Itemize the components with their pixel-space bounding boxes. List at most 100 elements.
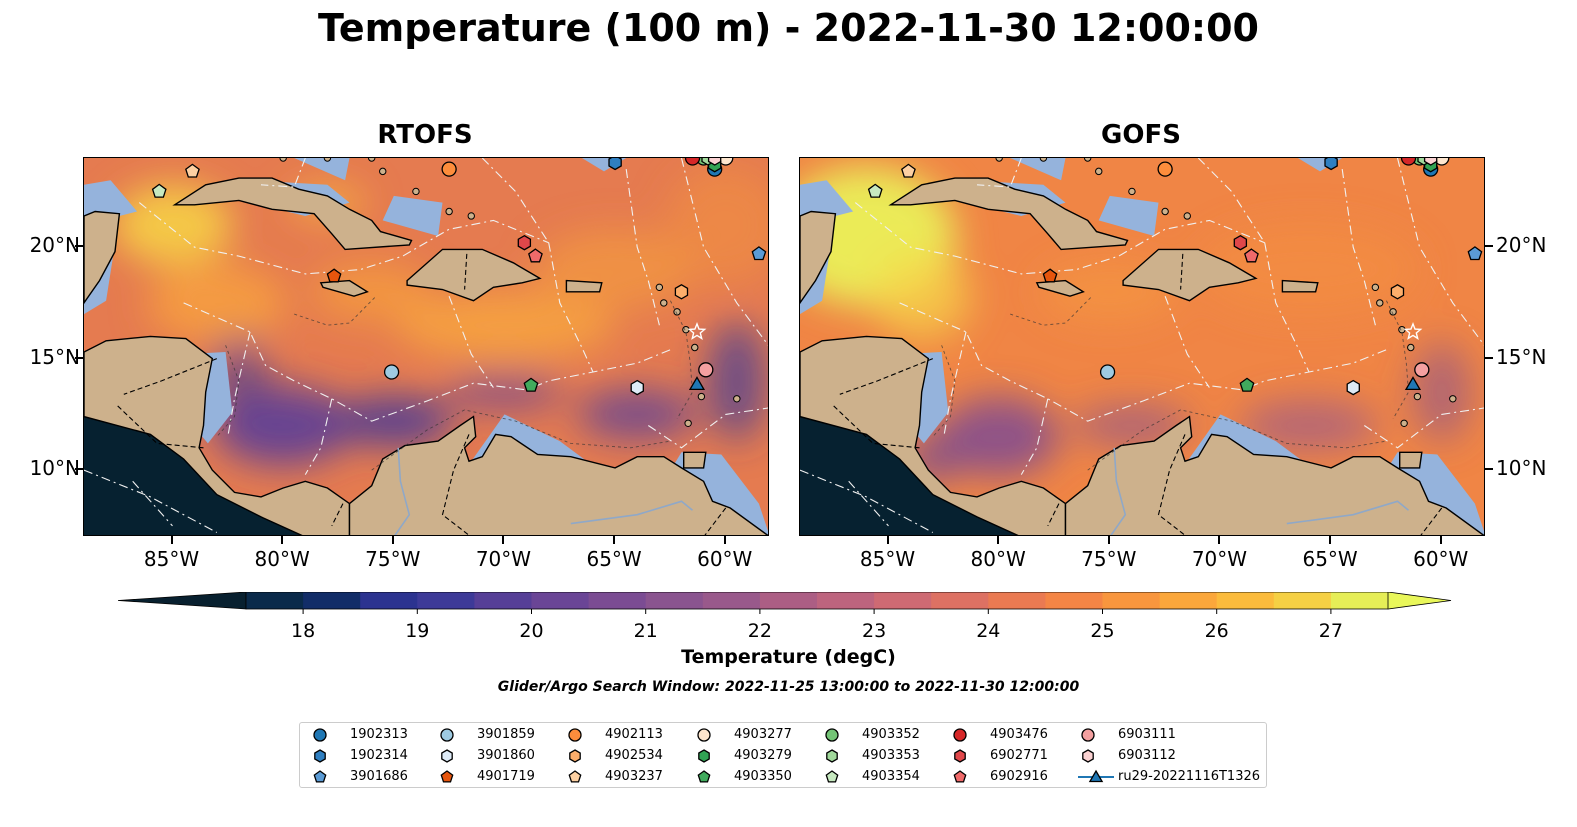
colorbar-bin bbox=[531, 592, 590, 609]
lon-tick-mark bbox=[281, 536, 284, 544]
colorbar-under-extension bbox=[118, 592, 247, 610]
platform-marker-4903476 bbox=[1400, 158, 1417, 166]
lon-tick-mark bbox=[723, 536, 726, 544]
colorbar-tick-label: 20 bbox=[519, 620, 543, 642]
platform-marker-6903112 bbox=[707, 158, 722, 166]
legend-marker-icon bbox=[569, 749, 581, 763]
legend-label: 4903353 bbox=[862, 748, 920, 763]
lon-tick-label: 85°W bbox=[143, 547, 200, 571]
legend-marker-icon bbox=[568, 770, 582, 783]
legend-marker-icon bbox=[440, 728, 454, 742]
platform-marker-6903111 bbox=[698, 362, 714, 378]
platform-marker-4902534 bbox=[674, 284, 689, 300]
lat-tick-mark bbox=[1485, 245, 1493, 248]
lat-tick-mark bbox=[75, 245, 83, 248]
gofs-temperature-map bbox=[799, 157, 1485, 536]
lon-tick-mark bbox=[502, 536, 505, 544]
legend-marker-icon bbox=[441, 749, 453, 763]
platform-marker-4903350 bbox=[1239, 377, 1255, 392]
lat-tick-mark bbox=[75, 468, 83, 471]
lat-tick-label: 10°N bbox=[1496, 456, 1547, 481]
lon-tick-mark bbox=[170, 536, 173, 544]
legend-label: 6902916 bbox=[990, 769, 1048, 784]
lat-tick-mark bbox=[1485, 468, 1493, 471]
colorbar-tick-label: 19 bbox=[405, 620, 429, 642]
lon-tick-mark bbox=[613, 536, 616, 544]
platform-marker-3901859 bbox=[383, 364, 400, 380]
colorbar-tick-label: 23 bbox=[862, 620, 886, 642]
platform-marker-6902916 bbox=[528, 248, 543, 263]
platform-marker-6902916 bbox=[1244, 248, 1259, 263]
legend-label: 4902113 bbox=[605, 727, 663, 742]
legend-marker-icon bbox=[953, 728, 967, 742]
legend-marker-icon bbox=[440, 770, 454, 783]
platform-marker-4903237 bbox=[901, 163, 916, 178]
legend-label: 4903476 bbox=[990, 727, 1048, 742]
legend-label: 4902534 bbox=[605, 748, 663, 763]
colorbar-bin bbox=[1102, 592, 1161, 609]
legend-marker-icon bbox=[954, 749, 966, 763]
legend-label: 4903277 bbox=[734, 727, 792, 742]
colorbar-bin bbox=[931, 592, 989, 609]
lon-tick-mark bbox=[391, 536, 394, 544]
panel-title-gofs: GOFS bbox=[1101, 120, 1181, 150]
legend-marker-icon bbox=[697, 728, 711, 742]
platform-marker-6903112 bbox=[1423, 158, 1438, 166]
legend-label: 4903237 bbox=[605, 769, 663, 784]
colorbar-tick-label: 25 bbox=[1090, 620, 1114, 642]
colorbar-tick-label: 24 bbox=[976, 620, 1000, 642]
lon-tick-label: 60°W bbox=[697, 547, 753, 571]
legend-label: 4903279 bbox=[734, 748, 792, 763]
legend-label: 3901860 bbox=[477, 748, 535, 763]
legend-marker-icon bbox=[825, 728, 839, 742]
lon-tick-label: 75°W bbox=[1081, 547, 1137, 571]
legend-label: 1902313 bbox=[350, 727, 408, 742]
platform-marker-4902113 bbox=[1157, 161, 1173, 177]
lon-tick-label: 85°W bbox=[859, 547, 916, 571]
colorbar-bin bbox=[1159, 592, 1218, 609]
legend-label: 3901859 bbox=[477, 727, 535, 742]
platform-marker-4901719 bbox=[1042, 268, 1058, 283]
colorbar-bin bbox=[360, 592, 418, 609]
platform-marker-ru29-20221116T1326 bbox=[1404, 376, 1422, 391]
colorbar-tick-label: 22 bbox=[748, 620, 772, 642]
legend-marker-icon bbox=[1081, 728, 1095, 742]
legend-marker-icon bbox=[697, 770, 711, 783]
lon-tick-label: 70°W bbox=[475, 547, 532, 571]
platform-markers bbox=[867, 158, 1483, 396]
platform-marker-6902771 bbox=[1233, 234, 1248, 251]
lat-tick-mark bbox=[75, 356, 83, 359]
colorbar-bin bbox=[303, 592, 361, 609]
glider-current-position-star bbox=[687, 321, 707, 340]
lon-tick-mark bbox=[1107, 536, 1110, 544]
legend-marker-icon bbox=[698, 749, 710, 763]
platform-marker-1902314 bbox=[1324, 158, 1338, 171]
colorbar-bin bbox=[474, 592, 532, 609]
platform-marker-3901860 bbox=[630, 379, 644, 396]
legend-label: 4903354 bbox=[862, 769, 920, 784]
figure-title: Temperature (100 m) - 2022-11-30 12:00:0… bbox=[317, 6, 1259, 50]
legend-label: 6903111 bbox=[1118, 727, 1176, 742]
lat-tick-label: 20°N bbox=[1496, 233, 1547, 258]
colorbar-bin bbox=[874, 592, 932, 609]
legend-label: 4901719 bbox=[477, 769, 535, 784]
colorbar-bin bbox=[759, 592, 818, 609]
platform-marker-4902113 bbox=[441, 161, 457, 177]
lon-tick-label: 80°W bbox=[254, 547, 310, 571]
colorbar-over-extension bbox=[1387, 592, 1452, 610]
platform-marker-4903350 bbox=[523, 377, 539, 392]
platform-marker-6902771 bbox=[517, 234, 532, 251]
colorbar-tick-label: 18 bbox=[291, 620, 315, 642]
platform-markers bbox=[151, 158, 767, 396]
legend-label: 6902771 bbox=[990, 748, 1048, 763]
search-window-note: Glider/Argo Search Window: 2022-11-25 13… bbox=[497, 679, 1080, 695]
colorbar-tick-label: 21 bbox=[634, 620, 658, 642]
legend-label: ru29-20221116T1326 bbox=[1118, 769, 1261, 784]
lat-tick-label: 15°N bbox=[29, 344, 80, 369]
rtofs-temperature-map bbox=[83, 157, 769, 536]
lon-tick-label: 65°W bbox=[586, 547, 642, 571]
platform-marker-4903277 bbox=[1434, 158, 1450, 166]
colorbar-tick-label: 27 bbox=[1319, 620, 1343, 642]
colorbar-bin bbox=[1045, 592, 1103, 609]
colorbar-bin bbox=[1216, 592, 1275, 609]
